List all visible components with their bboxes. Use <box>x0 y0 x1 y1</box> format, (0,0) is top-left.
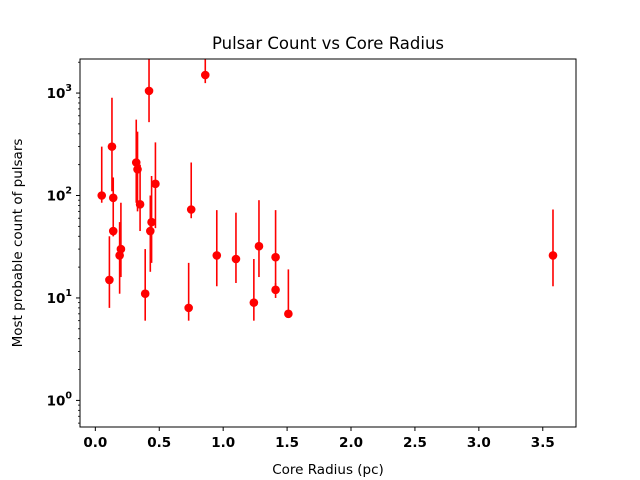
y-tick-base: 10 <box>47 291 66 307</box>
data-point <box>548 251 558 260</box>
data-point <box>108 193 118 203</box>
x-tick-label: 1.5 <box>275 435 299 451</box>
data-point <box>186 205 196 214</box>
y-tick-exponent: 1 <box>65 288 72 299</box>
data-point <box>184 303 193 313</box>
data-point <box>254 241 264 251</box>
x-tick-label: 2.0 <box>339 435 363 451</box>
y-tick-base: 10 <box>47 393 66 409</box>
x-axis: 0.0 0.5 1.0 1.5 2.0 2.5 3.0 3.5 <box>83 427 555 451</box>
y-tick-exponent: 0 <box>65 390 72 401</box>
y-tick-exponent: 3 <box>65 83 72 94</box>
data-point <box>271 252 280 262</box>
data-point <box>249 298 259 307</box>
x-tick-label: 3.0 <box>467 435 491 451</box>
data-point <box>97 191 107 200</box>
x-tick-label: 0.5 <box>147 435 171 451</box>
y-tick-label: 102 <box>47 186 72 205</box>
data-point <box>144 86 154 96</box>
chart-marks <box>97 59 558 321</box>
data-point <box>212 251 222 260</box>
x-tick-label: 2.5 <box>403 435 427 451</box>
data-point <box>115 251 124 260</box>
data-point <box>146 226 155 236</box>
y-tick-label: 101 <box>47 288 72 307</box>
data-point <box>284 309 293 319</box>
y-tick-label: 103 <box>47 83 72 102</box>
y-tick-label: 100 <box>47 390 73 409</box>
chart-title: Pulsar Count vs Core Radius <box>212 34 444 53</box>
y-tick-base: 10 <box>47 86 66 102</box>
y-tick-base: 10 <box>47 189 66 205</box>
data-point <box>116 244 126 254</box>
data-point <box>135 200 145 209</box>
x-tick-label: 3.5 <box>531 435 555 451</box>
data-point <box>140 289 150 299</box>
data-point <box>147 217 156 227</box>
data-point <box>231 254 241 264</box>
data-point <box>151 179 160 189</box>
data-point <box>105 275 114 285</box>
data-point <box>200 70 210 80</box>
y-axis-label: Most probable count of pulsars <box>10 139 26 348</box>
x-tick-label: 1.0 <box>211 435 235 451</box>
plot-frame <box>79 58 577 428</box>
x-axis-label: Core Radius (pc) <box>272 462 384 478</box>
data-point <box>133 165 142 174</box>
data-point <box>131 158 141 167</box>
y-tick-exponent: 2 <box>65 186 72 197</box>
data-point <box>107 142 117 151</box>
x-tick-label: 0.0 <box>83 435 107 451</box>
data-point <box>108 226 118 236</box>
data-point <box>271 285 280 295</box>
